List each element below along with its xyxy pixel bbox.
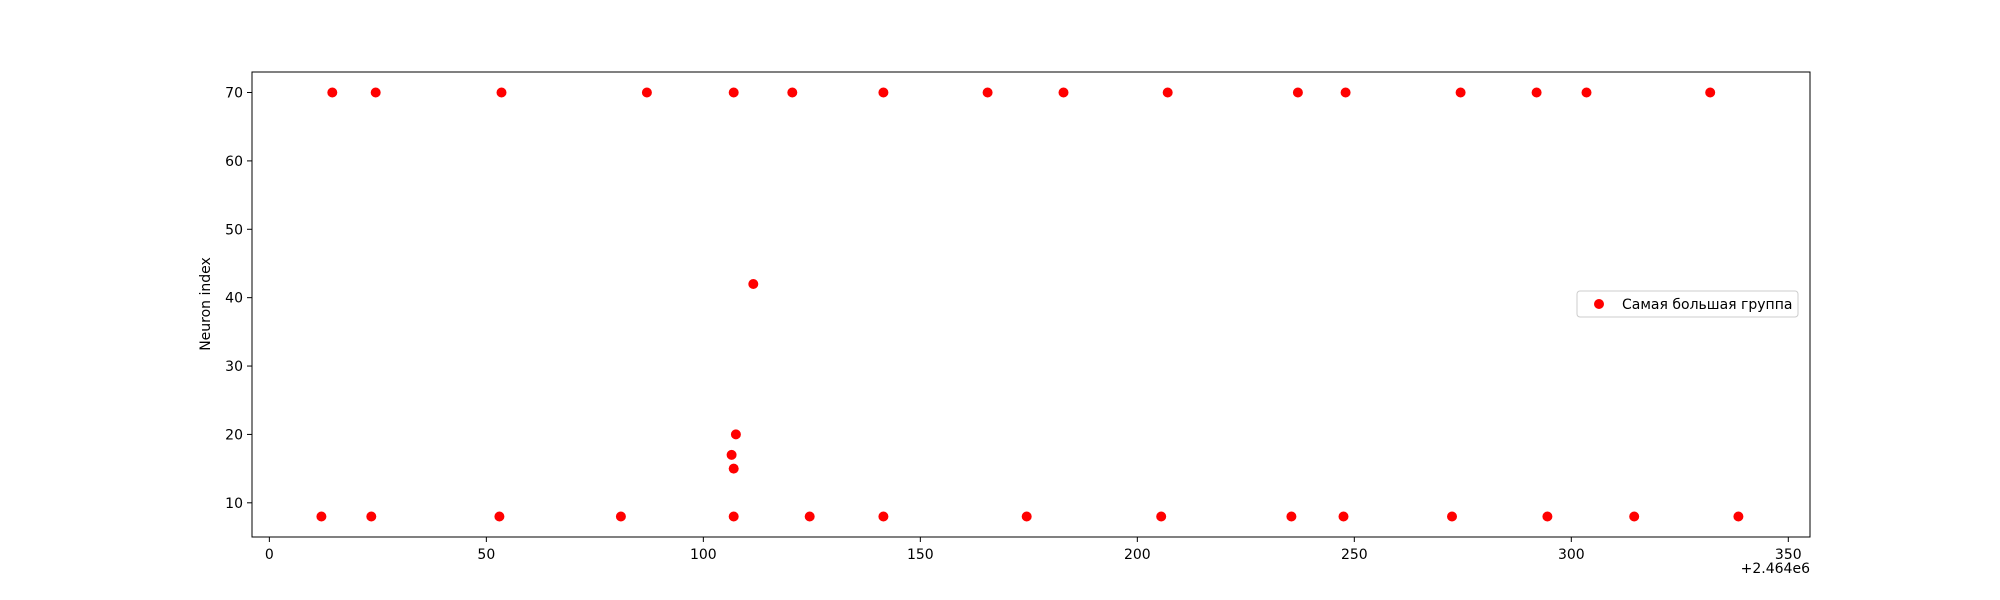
data-point [728, 463, 739, 474]
data-point [1733, 511, 1744, 522]
data-point [1338, 511, 1349, 522]
y-axis-label: Neuron index [198, 257, 214, 351]
y-tick-label: 10 [225, 496, 243, 512]
data-point [496, 87, 507, 98]
x-tick-label: 300 [1558, 547, 1585, 563]
data-point [728, 511, 739, 522]
data-point [730, 429, 741, 440]
x-tick-label: 50 [477, 547, 495, 563]
data-point [1447, 511, 1457, 522]
x-tick-label: 150 [907, 547, 934, 563]
data-point [1162, 87, 1173, 98]
legend-label: Самая большая группа [1622, 297, 1792, 313]
data-point [878, 87, 889, 98]
data-point [804, 511, 815, 522]
y-tick-label: 40 [225, 291, 243, 307]
plot-area [316, 87, 1744, 522]
data-point [982, 87, 993, 98]
data-point [615, 511, 626, 522]
x-tick-label: 100 [690, 547, 717, 563]
data-point [370, 87, 381, 98]
x-tick-label: 200 [1124, 547, 1151, 563]
y-tick-label: 20 [225, 427, 243, 443]
data-point [641, 87, 652, 98]
data-point [1629, 511, 1640, 522]
y-tick-label: 60 [225, 154, 243, 170]
y-tick-label: 50 [225, 222, 243, 238]
data-point [728, 87, 739, 98]
data-point [787, 87, 798, 98]
data-point [1455, 87, 1466, 98]
x-axis-offset-label: +2.464e6 [1741, 561, 1810, 577]
data-point [1021, 511, 1032, 522]
data-point [1156, 511, 1167, 522]
data-point [726, 449, 737, 460]
x-tick-label: 350 [1775, 547, 1802, 563]
data-point [1286, 511, 1297, 522]
data-point [494, 511, 505, 522]
data-point [1542, 511, 1553, 522]
data-point [316, 511, 327, 522]
data-point [327, 87, 338, 98]
axes: 0 50 100 150 200 250 300 350 10 20 30 40 50 60 70 [225, 71, 1811, 563]
data-point [1340, 87, 1351, 98]
plot-frame [251, 71, 1811, 538]
x-tick-label: 250 [1341, 547, 1368, 563]
data-point [878, 511, 889, 522]
legend-box [1576, 290, 1799, 318]
legend: Самая большая группа [1576, 290, 1799, 318]
y-tick-label: 70 [225, 86, 243, 102]
x-tick-label: 0 [265, 547, 274, 563]
data-point [1292, 87, 1303, 98]
data-point [366, 511, 377, 522]
data-point [1581, 87, 1592, 98]
data-point [1058, 87, 1069, 98]
legend-marker [1594, 299, 1604, 309]
y-tick-label: 30 [225, 359, 243, 375]
data-point [1531, 87, 1542, 98]
data-point [1705, 87, 1716, 98]
data-point [748, 279, 759, 289]
